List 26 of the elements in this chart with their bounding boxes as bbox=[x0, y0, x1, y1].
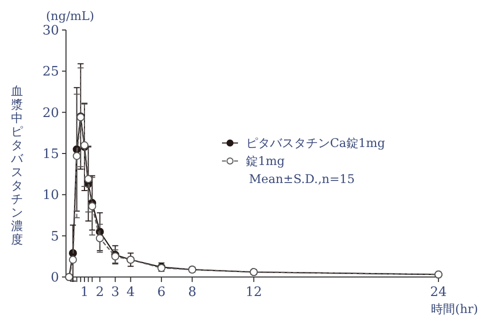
x-tick-label: 3 bbox=[111, 285, 120, 300]
y-tick-label: 0 bbox=[50, 270, 59, 286]
annotation: Mean±S.D.,n=15 bbox=[249, 172, 355, 186]
x-tick-label: 6 bbox=[157, 285, 166, 300]
point bbox=[84, 175, 92, 184]
y-tick-label: 10 bbox=[42, 188, 59, 204]
text: 血漿中ピタバスタチン濃度 bbox=[11, 84, 23, 246]
x-tick-label: 1 bbox=[80, 285, 89, 300]
point bbox=[96, 234, 104, 242]
x-tick-label: 8 bbox=[188, 285, 196, 300]
y-tick-label: 20 bbox=[42, 106, 59, 121]
point bbox=[88, 202, 96, 210]
x-tick-label: 2 bbox=[96, 285, 104, 300]
x-tick-label: 24 bbox=[430, 285, 447, 300]
x-tick-label: 4 bbox=[126, 285, 135, 300]
y-tick-label: 30 bbox=[42, 24, 59, 39]
y-tick-label: 25 bbox=[42, 64, 59, 80]
x-axis-title: 時間(hr) bbox=[431, 302, 478, 316]
legend-label: ピタバスタチンCa錠1mg bbox=[246, 136, 386, 150]
point bbox=[68, 256, 77, 264]
x-tick-label: 12 bbox=[245, 285, 262, 300]
y-tick-label: 5 bbox=[50, 229, 59, 244]
y-tick-label: 15 bbox=[42, 147, 59, 162]
text: (ng/mL) bbox=[46, 9, 94, 23]
point bbox=[72, 152, 81, 160]
legend-label: 錠1mg bbox=[246, 154, 286, 168]
